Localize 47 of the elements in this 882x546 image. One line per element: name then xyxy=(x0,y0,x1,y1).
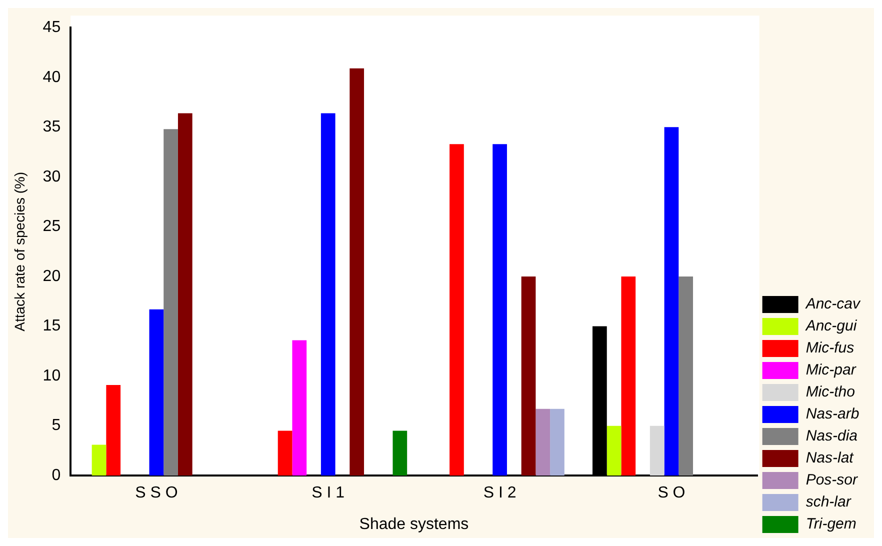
bar xyxy=(550,408,564,476)
bar xyxy=(392,430,408,476)
legend-label: Mic-par xyxy=(806,362,857,379)
bar xyxy=(278,430,292,476)
legend-label: Pos-sor xyxy=(806,472,858,489)
y-tick-label: 20 xyxy=(42,268,61,285)
bar xyxy=(536,408,550,476)
y-tick-label: 25 xyxy=(42,218,61,236)
bar xyxy=(164,129,178,476)
y-tick-label: 15 xyxy=(42,318,61,335)
y-axis-title: Attack rate of species (%) xyxy=(11,172,28,332)
bar xyxy=(678,276,694,476)
legend-label: Tri-gem xyxy=(806,516,856,533)
legend-label: Anc-gui xyxy=(804,318,858,335)
legend-label: Mic-fus xyxy=(806,340,855,357)
bar xyxy=(149,309,164,476)
y-tick-label: 35 xyxy=(42,118,61,136)
legend-label: Nas-dia xyxy=(806,428,858,445)
legend-label: Nas-lat xyxy=(806,450,854,467)
x-axis-title: Shade systems xyxy=(359,516,469,533)
y-tick-label: 40 xyxy=(42,68,61,86)
bar xyxy=(350,68,364,476)
x-tick-label: S S O xyxy=(135,484,178,502)
bar xyxy=(492,144,507,476)
legend-label: Mic-tho xyxy=(806,384,856,401)
bar xyxy=(92,444,106,476)
legend-label: Nas-arb xyxy=(806,406,860,423)
y-tick-label: 45 xyxy=(42,19,61,36)
y-tick-label: 10 xyxy=(42,367,61,384)
bar xyxy=(606,426,622,476)
bar xyxy=(106,385,121,476)
bar xyxy=(178,113,192,476)
x-tick-label: S I 2 xyxy=(483,484,516,502)
bar xyxy=(664,127,679,476)
y-tick-label: 30 xyxy=(42,168,61,186)
bar xyxy=(621,276,636,476)
bar xyxy=(450,144,464,476)
y-tick-label: 0 xyxy=(52,467,61,484)
bar xyxy=(320,113,336,476)
x-tick-label: S I 1 xyxy=(312,484,345,502)
bar xyxy=(521,276,536,476)
legend-label: Anc-cav xyxy=(804,296,862,313)
bar xyxy=(650,426,664,476)
legend-label: sch-lar xyxy=(806,494,852,511)
y-tick-label: 5 xyxy=(52,417,61,434)
bar xyxy=(292,340,307,476)
x-tick-label: S O xyxy=(658,484,686,502)
